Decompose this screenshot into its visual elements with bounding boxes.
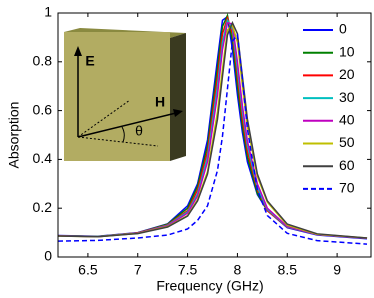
x-axis-title: Frequency (GHz) [156,278,263,294]
legend-label: 60 [339,157,355,173]
dotted-line [77,99,131,138]
x-tick-label: 7 [134,262,142,278]
angle-arc [121,126,125,143]
h-arrowhead [173,109,183,117]
dotted-line [77,136,159,147]
plot-frame [57,12,372,258]
legend-label: 10 [339,43,355,59]
x-tick-label: 8 [234,262,242,278]
legend-label: 20 [339,66,355,82]
inset-diagram: E H θ [64,28,186,161]
annotation: H [155,94,165,110]
y-tick-label: 1 [44,4,52,20]
legend-label: 0 [339,21,347,37]
series-line [58,33,368,245]
block-side [170,33,186,161]
x-tick-label: 6.5 [78,262,98,278]
block-front [64,32,170,161]
legend-label: 30 [339,89,355,105]
y-tick-label: 0 [44,248,52,264]
annotation: θ [135,123,143,139]
y-axis-title: Absorption [6,102,22,169]
legend-label: 70 [339,180,355,196]
e-arrowhead [74,46,82,56]
series-line [58,20,368,239]
y-tick-label: 0.8 [33,53,53,69]
y-tick-label: 0.4 [33,150,53,166]
x-tick-label: 7.5 [178,262,198,278]
x-tick-label: 9 [333,262,341,278]
legend-label: 40 [339,112,355,128]
annotation: E [85,53,94,69]
legend-label: 50 [339,134,355,150]
h-arrow [77,112,177,138]
y-tick-label: 0.6 [33,101,53,117]
x-tick-label: 8.5 [278,262,298,278]
y-tick-label: 0.2 [33,199,53,215]
